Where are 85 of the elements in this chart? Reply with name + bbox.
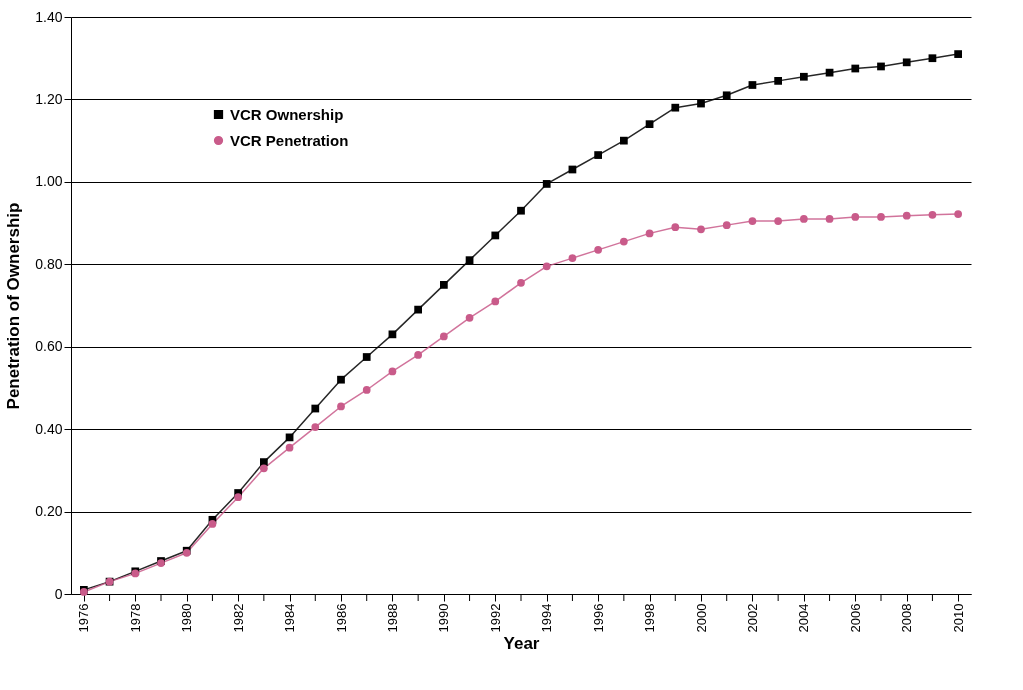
point [902, 58, 911, 67]
x-tick-label: 1990 [436, 603, 452, 633]
point [259, 464, 268, 473]
point [902, 211, 911, 220]
point [877, 213, 885, 221]
point [439, 281, 448, 289]
x-tick-label: 2002 [744, 603, 760, 633]
point [799, 72, 808, 81]
x-tick-label: 1988 [384, 603, 400, 633]
point [748, 81, 757, 89]
point [722, 91, 731, 100]
point [825, 215, 834, 223]
point [748, 217, 757, 225]
point [311, 404, 320, 413]
y-tick-label: 0 [54, 585, 63, 602]
x-tick-label: 1976 [76, 603, 92, 633]
y-tick-label: 0.80 [35, 255, 63, 272]
y-axis-title: Penetration of Ownership [4, 202, 24, 410]
point [594, 246, 603, 254]
x-tick-label: 2000 [693, 603, 709, 633]
point [491, 297, 500, 306]
point [517, 206, 525, 215]
point [645, 120, 654, 129]
point [542, 180, 551, 188]
point [774, 217, 783, 225]
point [234, 493, 243, 502]
y-tick-label: 0.20 [35, 503, 63, 520]
point [619, 237, 628, 246]
point [337, 375, 345, 384]
point [491, 231, 500, 240]
point [851, 213, 860, 221]
point [671, 223, 680, 232]
point [465, 256, 474, 265]
y-tick-label: 0.40 [35, 420, 63, 437]
point [774, 77, 783, 85]
point [697, 99, 705, 108]
x-tick-label: 1984 [282, 603, 298, 633]
point [722, 221, 731, 229]
point [851, 64, 860, 73]
x-tick-label: 2006 [847, 603, 863, 633]
point [825, 68, 834, 77]
point [311, 423, 320, 431]
point [388, 367, 397, 376]
point [671, 103, 680, 112]
legend-label: VCR Ownership [230, 105, 344, 123]
x-axis-title: Year [503, 634, 540, 654]
point [517, 278, 525, 287]
point [928, 210, 937, 219]
point [619, 136, 628, 145]
point [697, 225, 705, 234]
point [799, 215, 808, 223]
point [285, 443, 294, 452]
point [337, 402, 345, 411]
x-tick-label: 1996 [590, 603, 606, 633]
x-tick-label: 1994 [539, 603, 555, 633]
point [568, 254, 577, 262]
x-tick-label: 1986 [333, 603, 349, 633]
point [362, 353, 371, 361]
y-tick-label: 0.60 [35, 338, 63, 355]
point [414, 351, 423, 359]
x-tick-label: 1980 [179, 603, 195, 633]
point [542, 262, 551, 271]
point [594, 151, 603, 159]
point [414, 305, 423, 314]
x-tick-label: 2010 [950, 603, 966, 633]
point [954, 210, 963, 218]
point [954, 50, 963, 58]
point [439, 332, 448, 341]
point [645, 229, 654, 238]
point [208, 520, 217, 528]
x-tick-label: 1978 [127, 603, 143, 633]
point [362, 386, 371, 394]
x-tick-label: 1982 [230, 603, 246, 633]
x-tick-label: 2008 [899, 603, 915, 633]
legend-label: VCR Penetration [230, 131, 349, 149]
y-tick-label: 1.00 [35, 173, 63, 190]
point [465, 314, 474, 322]
x-tick-label: 1998 [642, 603, 658, 633]
y-tick-label: 1.40 [35, 8, 63, 25]
point [877, 62, 885, 71]
x-tick-label: 1992 [487, 603, 503, 633]
x-tick-label: 2004 [796, 603, 812, 633]
point [388, 330, 397, 339]
y-tick-label: 1.20 [35, 90, 63, 107]
point [928, 54, 937, 63]
